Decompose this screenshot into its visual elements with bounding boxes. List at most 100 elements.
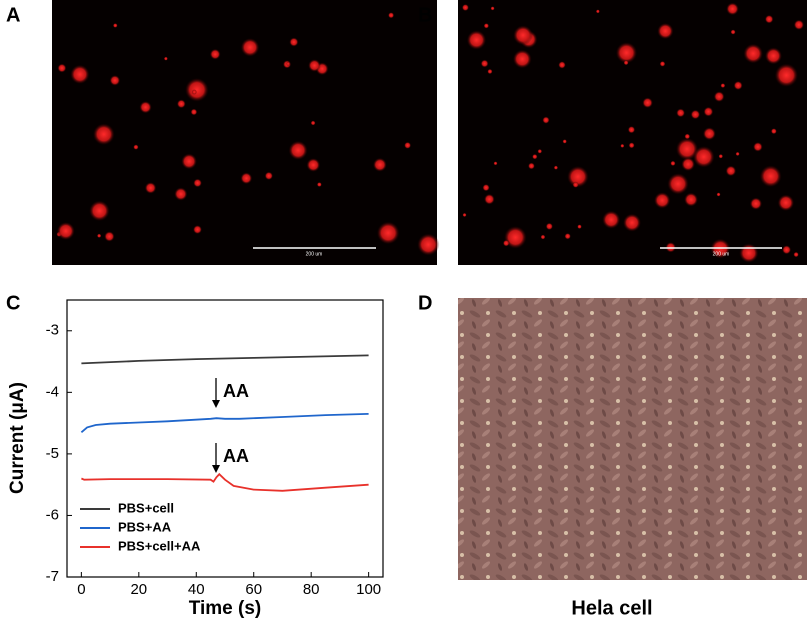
cell-spot xyxy=(493,161,498,166)
cell-spot xyxy=(733,80,743,91)
caption: Hela cell xyxy=(571,597,652,619)
cell-spot xyxy=(730,29,736,35)
cell-spot xyxy=(564,233,571,240)
cell-spot xyxy=(702,127,716,141)
cell-spot xyxy=(770,128,777,135)
cell-spot xyxy=(675,137,699,161)
cell-spot xyxy=(743,43,764,64)
cell-spot xyxy=(558,61,566,69)
cell-spot xyxy=(562,139,567,144)
legend-label: PBS+AA xyxy=(118,519,172,534)
cell-spot xyxy=(503,225,527,249)
y-tick-label: -4 xyxy=(46,383,59,400)
y-tick-label: -3 xyxy=(46,322,59,339)
cell-spot xyxy=(628,142,635,149)
hela-cell-image xyxy=(458,298,807,580)
cell-spot xyxy=(240,38,260,57)
cell-spot xyxy=(793,251,799,258)
cell-spot xyxy=(181,153,198,170)
x-tick-label: 0 xyxy=(77,581,85,598)
cell-spot xyxy=(388,12,395,19)
cell-spot xyxy=(540,234,546,240)
annotation-arrowhead xyxy=(212,400,220,408)
cell-spot xyxy=(483,23,490,29)
cell-spot xyxy=(764,14,774,24)
annotation-arrowhead xyxy=(212,465,220,473)
y-tick-label: -6 xyxy=(46,506,59,523)
panel-label: B xyxy=(418,4,432,26)
cell-spots xyxy=(56,2,805,263)
cell-spot xyxy=(527,162,535,170)
cell-spot xyxy=(735,151,740,157)
cell-spot xyxy=(96,233,102,238)
cell-spot xyxy=(70,64,90,85)
cell-spot xyxy=(133,144,139,150)
cell-spot xyxy=(720,83,726,89)
cell-spot xyxy=(461,3,469,12)
cell-spot xyxy=(692,145,715,168)
cell-spot xyxy=(92,123,115,146)
cell-spot xyxy=(753,141,763,152)
cell-spot xyxy=(602,210,621,229)
cell-spot xyxy=(191,89,197,95)
y-tick-label: -5 xyxy=(46,445,59,462)
cell-spot xyxy=(376,221,400,245)
scale-bar-label: 200 um xyxy=(306,251,323,257)
panel-label: C xyxy=(6,292,20,314)
cell-spot xyxy=(480,59,489,68)
cell-spot xyxy=(726,2,739,16)
cell-spot xyxy=(615,42,638,64)
cell-spot xyxy=(288,140,308,160)
cell-spot xyxy=(89,200,110,222)
panel-label: D xyxy=(418,292,432,314)
cell-spot xyxy=(174,187,188,201)
cell-spot xyxy=(595,9,600,14)
cell-spot xyxy=(310,120,316,126)
cell-spot xyxy=(667,173,689,195)
cell-spot xyxy=(56,221,75,241)
cell-spot xyxy=(782,245,792,255)
cell-spot xyxy=(487,68,493,75)
cell-spot xyxy=(777,194,795,212)
x-axis-label: Time (s) xyxy=(189,598,262,619)
cell-spot xyxy=(627,126,636,134)
cell-spot xyxy=(176,99,186,109)
cell-spot xyxy=(572,181,579,188)
cell-spot xyxy=(372,157,387,172)
cell-spot xyxy=(240,172,253,185)
y-axis-label: Current (μA) xyxy=(7,382,28,494)
cell-spot xyxy=(622,213,642,232)
cell-spot xyxy=(502,239,510,247)
cell-spot xyxy=(513,25,533,46)
cell-spot xyxy=(264,171,274,181)
cell-spot xyxy=(793,19,805,31)
x-tick-label: 40 xyxy=(188,581,205,598)
cell-spot xyxy=(716,192,721,197)
cell-spot xyxy=(725,165,737,177)
cell-spot xyxy=(57,63,67,73)
cell-spot xyxy=(462,212,467,218)
cell-spot xyxy=(192,225,202,235)
cell-spot xyxy=(690,109,701,120)
cell-spot xyxy=(490,6,495,11)
cell-spot xyxy=(417,233,440,256)
cell-spot xyxy=(482,183,490,192)
cell-spot xyxy=(139,101,152,114)
cell-spot xyxy=(759,165,782,188)
cell-spot xyxy=(681,157,696,172)
x-tick-label: 60 xyxy=(245,581,262,598)
cell-spot xyxy=(532,153,538,160)
cell-spot xyxy=(567,165,589,188)
cell-spot xyxy=(545,222,554,231)
cell-spot xyxy=(193,178,202,188)
panel-label: A xyxy=(6,4,20,26)
cell-spot xyxy=(483,193,495,205)
cell-spot xyxy=(404,141,412,149)
x-tick-label: 20 xyxy=(130,581,147,598)
series-line xyxy=(80,413,369,433)
cell-spot xyxy=(642,97,653,109)
cell-spot xyxy=(144,182,157,194)
annotation: AA xyxy=(223,381,249,401)
cell-spot xyxy=(670,160,676,167)
